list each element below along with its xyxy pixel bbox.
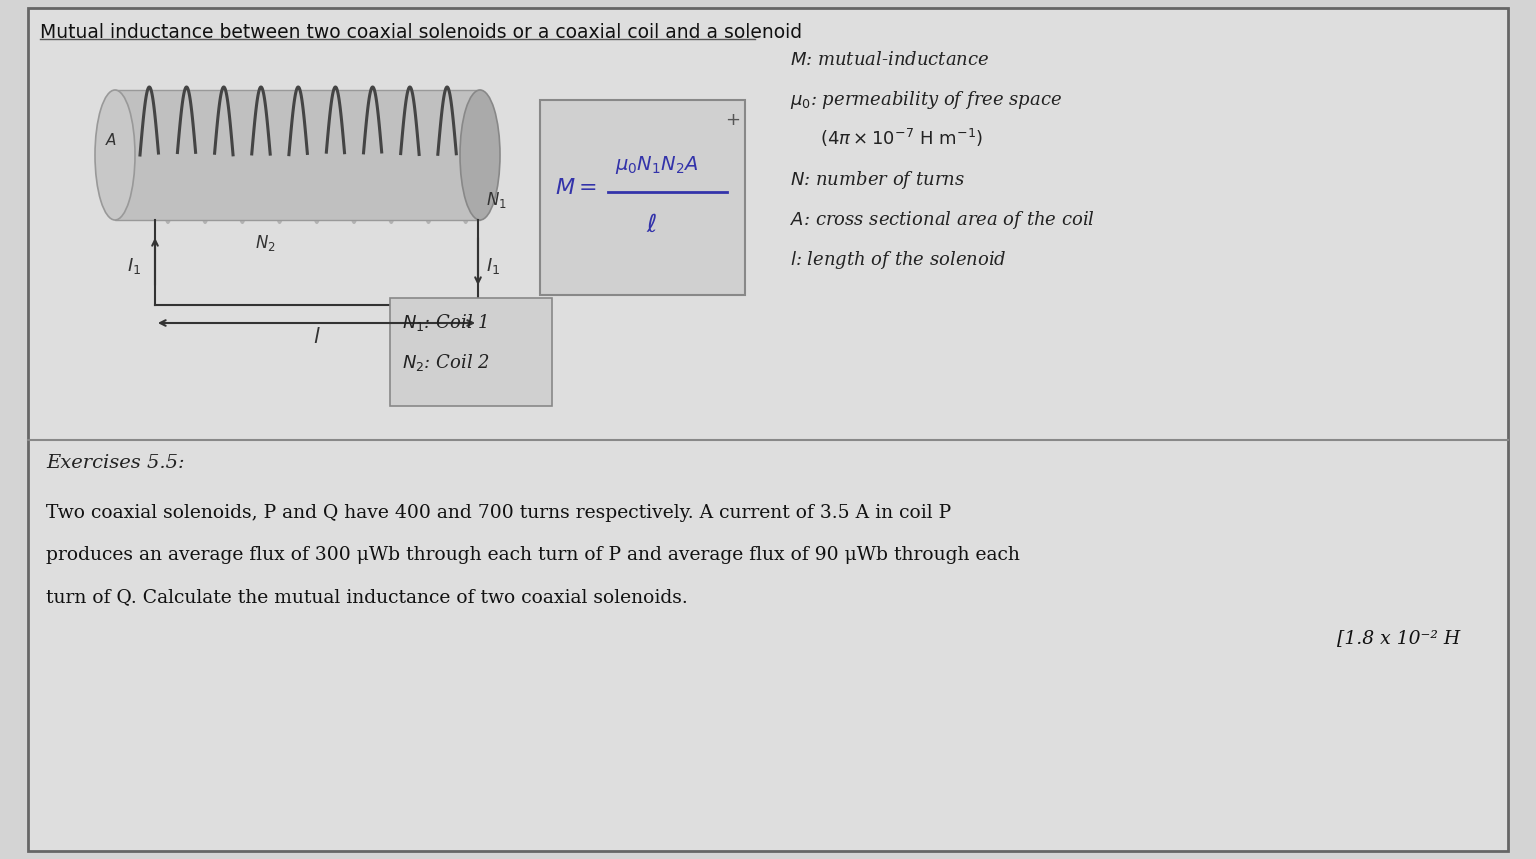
Text: $N_2$: Coil 2: $N_2$: Coil 2 (402, 352, 490, 373)
Text: $M=$: $M=$ (554, 177, 598, 199)
Ellipse shape (95, 90, 135, 220)
Text: $M$: mutual-inductance: $M$: mutual-inductance (790, 51, 989, 69)
Text: $\mu_0 N_1 N_2 A$: $\mu_0 N_1 N_2 A$ (614, 154, 699, 176)
Bar (115, 90, 479, 220)
Text: Mutual inductance between two coaxial solenoids or a coaxial coil and a solenoid: Mutual inductance between two coaxial so… (40, 22, 802, 41)
Text: $N_1$: $N_1$ (485, 190, 507, 210)
Text: $N$: number of turns: $N$: number of turns (790, 169, 965, 191)
Text: $I_1$: $I_1$ (127, 257, 141, 277)
Text: $I_1$: $I_1$ (485, 257, 501, 277)
Ellipse shape (459, 90, 501, 220)
Text: Two coaxial solenoids, P and Q have 400 and 700 turns respectively. A current of: Two coaxial solenoids, P and Q have 400 … (46, 504, 951, 522)
Bar (541, 100, 745, 295)
Text: $\mu_0$: permeability of free space: $\mu_0$: permeability of free space (790, 89, 1061, 111)
Text: +: + (725, 111, 740, 129)
Text: [1.8 x 10⁻² H: [1.8 x 10⁻² H (1336, 629, 1461, 647)
Text: $A$: $A$ (104, 132, 117, 148)
Text: $N_1$: Coil 1: $N_1$: Coil 1 (402, 312, 487, 333)
Text: $l$: $l$ (313, 327, 321, 347)
Text: $N_2$: $N_2$ (255, 233, 275, 253)
Text: $\ell$: $\ell$ (647, 214, 657, 236)
Text: produces an average flux of 300 μWb through each turn of P and average flux of 9: produces an average flux of 300 μWb thro… (46, 546, 1020, 564)
Bar (390, 298, 551, 406)
Text: $(4\pi \times 10^{-7}\ \mathrm{H\ m^{-1}})$: $(4\pi \times 10^{-7}\ \mathrm{H\ m^{-1}… (820, 127, 983, 149)
Text: $A$: cross sectional area of the coil: $A$: cross sectional area of the coil (790, 209, 1095, 231)
Text: $l$: length of the solenoid: $l$: length of the solenoid (790, 249, 1006, 271)
Text: Exercises 5.5:: Exercises 5.5: (46, 454, 184, 472)
Text: turn of Q. Calculate the mutual inductance of two coaxial solenoids.: turn of Q. Calculate the mutual inductan… (46, 588, 688, 606)
